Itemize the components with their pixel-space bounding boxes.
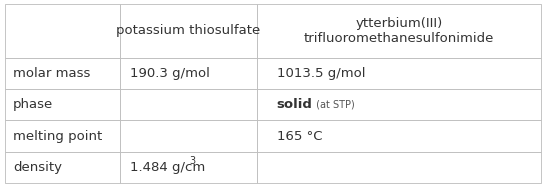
Text: 190.3 g/mol: 190.3 g/mol <box>130 67 210 80</box>
Bar <box>120 4 257 58</box>
Text: ytterbium(III)
trifluoromethanesulfonimide: ytterbium(III) trifluoromethanesulfonimi… <box>304 17 494 45</box>
Bar <box>5 152 120 183</box>
Text: molar mass: molar mass <box>13 67 91 80</box>
Bar <box>257 58 541 89</box>
Bar <box>120 89 257 120</box>
Bar <box>120 58 257 89</box>
Text: density: density <box>13 161 62 174</box>
Bar <box>5 58 120 89</box>
Bar <box>5 89 120 120</box>
Bar <box>257 4 541 58</box>
Text: 165 °C: 165 °C <box>277 130 322 142</box>
Bar <box>120 152 257 183</box>
Bar <box>5 4 120 58</box>
Bar <box>257 89 541 120</box>
Text: 1013.5 g/mol: 1013.5 g/mol <box>277 67 365 80</box>
Text: 3: 3 <box>189 156 195 166</box>
Text: 1.484 g/cm: 1.484 g/cm <box>130 161 205 174</box>
Text: phase: phase <box>13 98 54 111</box>
Bar <box>5 120 120 152</box>
Text: (at STP): (at STP) <box>313 100 354 110</box>
Text: melting point: melting point <box>13 130 102 142</box>
Text: potassium thiosulfate: potassium thiosulfate <box>116 24 260 37</box>
Bar <box>257 152 541 183</box>
Bar <box>120 120 257 152</box>
Text: solid: solid <box>277 98 313 111</box>
Bar <box>257 120 541 152</box>
